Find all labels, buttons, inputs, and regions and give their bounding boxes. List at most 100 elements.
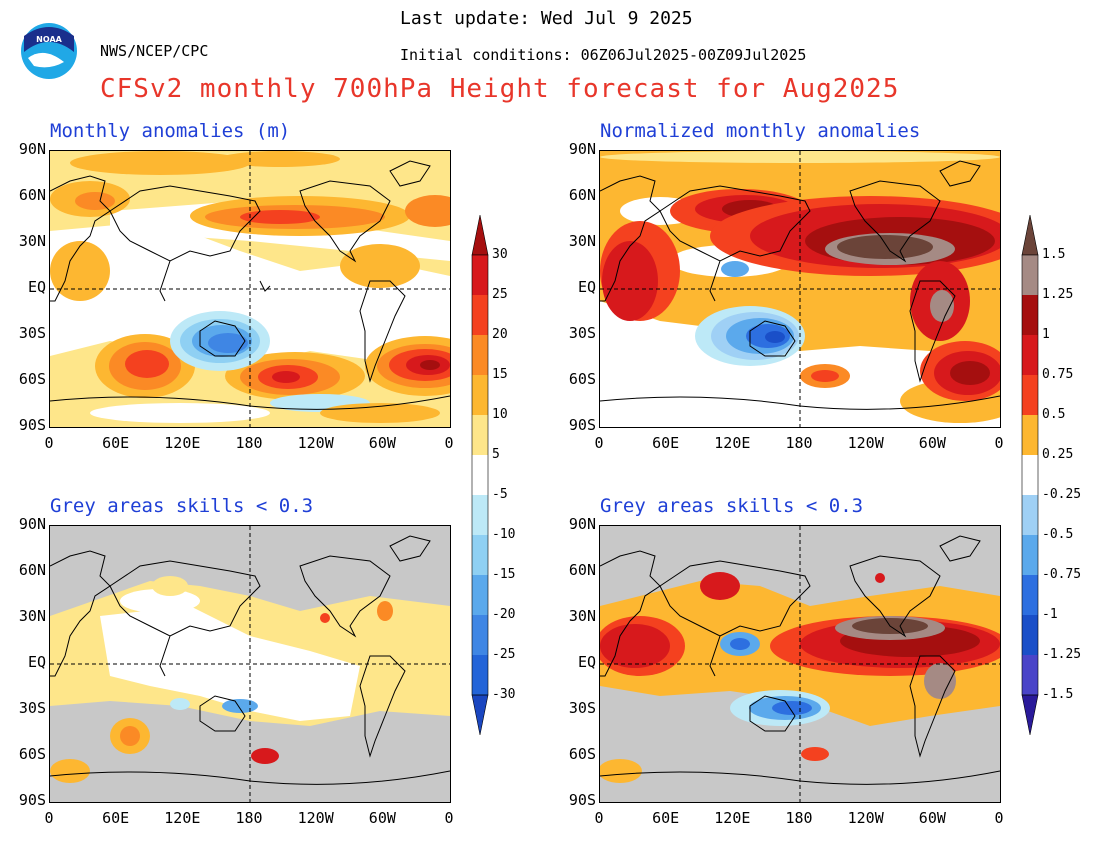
lat-label-br-3: EQ <box>577 653 596 671</box>
lon-label-tr-4: 120W <box>847 434 884 452</box>
colorbar-right-top-triangle <box>1021 214 1039 256</box>
lon-label-br-1: 60E <box>652 809 680 827</box>
lat-label-tr-3: EQ <box>577 278 596 296</box>
colorbar-right-tick-5: 0.25 <box>1042 447 1074 462</box>
lat-label-tr-1: 60N <box>568 186 596 204</box>
lat-label-tl-0: 90N <box>18 140 46 158</box>
lon-label-tl-6: 0 <box>444 434 454 452</box>
colorbar-left-segment-2 <box>472 295 488 336</box>
lon-label-tr-6: 0 <box>994 434 1004 452</box>
lon-label-bl-6: 0 <box>444 809 454 827</box>
noaa-logo-text: NOAA <box>36 35 62 44</box>
lon-label-bl-1: 60E <box>102 809 130 827</box>
colorbar-left-tick-4: 10 <box>492 407 508 422</box>
colorbar-left-segment-9 <box>472 575 488 616</box>
lon-label-tr-2: 120E <box>714 434 751 452</box>
colorbar-right-tick-11: -1.5 <box>1042 687 1074 702</box>
colorbar-left-segment-4 <box>472 375 488 416</box>
colorbar-right-tick-3: 0.75 <box>1042 367 1074 382</box>
colorbar-left-segment-11 <box>472 655 488 696</box>
colorbar-left-tick-1: 25 <box>492 287 508 302</box>
main-title: CFSv2 monthly 700hPa Height forecast for… <box>100 74 900 104</box>
colorbar-left-top-triangle <box>471 214 489 256</box>
colorbar-right-tick-4: 0.5 <box>1042 407 1066 422</box>
lat-label-tl-2: 30N <box>18 232 46 250</box>
lon-label-tl-0: 0 <box>44 434 54 452</box>
colorbar-right-tick-6: -0.25 <box>1042 487 1082 502</box>
colorbar-left-tick-3: 15 <box>492 367 508 382</box>
colorbar-right-tick-1: 1.25 <box>1042 287 1074 302</box>
lon-label-br-6: 0 <box>994 809 1004 827</box>
colorbar-left-segment-5 <box>472 415 488 456</box>
colorbar-right-segment-6 <box>1022 455 1038 496</box>
map-bottom-right <box>599 525 1001 803</box>
colorbar-right-segment-8 <box>1022 535 1038 576</box>
colorbar-left-segment-6 <box>472 455 488 496</box>
lat-label-tr-2: 30N <box>568 232 596 250</box>
noaa-logo: NOAA <box>20 22 78 80</box>
lon-label-bl-5: 60W <box>368 809 396 827</box>
lat-label-br-4: 30S <box>568 699 596 717</box>
lon-label-tr-5: 60W <box>918 434 946 452</box>
lat-label-br-0: 90N <box>568 515 596 533</box>
colorbar-right-tick-8: -0.75 <box>1042 567 1082 582</box>
colorbar-right-tick-7: -0.5 <box>1042 527 1074 542</box>
colorbar-right-tick-2: 1 <box>1042 327 1050 342</box>
colorbar-left-tick-0: 30 <box>492 247 508 262</box>
lat-label-tr-0: 90N <box>568 140 596 158</box>
lat-label-bl-3: EQ <box>27 653 46 671</box>
colorbar-left-bottom-triangle <box>471 694 489 736</box>
lat-label-br-5: 60S <box>568 745 596 763</box>
lon-label-tl-3: 180 <box>235 434 263 452</box>
lat-label-tr-6: 90S <box>568 416 596 434</box>
lat-label-bl-2: 30N <box>18 607 46 625</box>
lat-label-bl-6: 90S <box>18 791 46 809</box>
colorbar-left-tick-6: -5 <box>492 487 508 502</box>
lon-label-bl-4: 120W <box>297 809 334 827</box>
colorbar-left-tick-2: 20 <box>492 327 508 342</box>
lat-label-br-2: 30N <box>568 607 596 625</box>
map-top-right <box>599 150 1001 428</box>
colorbar-right-segment-2 <box>1022 295 1038 336</box>
lon-label-tr-1: 60E <box>652 434 680 452</box>
lon-label-tl-1: 60E <box>102 434 130 452</box>
lat-label-bl-1: 60N <box>18 561 46 579</box>
colorbar-right-segment-5 <box>1022 415 1038 456</box>
colorbar-left-tick-8: -15 <box>492 567 516 582</box>
lat-label-br-1: 60N <box>568 561 596 579</box>
colorbar-right-segment-10 <box>1022 615 1038 656</box>
lon-label-tl-2: 120E <box>164 434 201 452</box>
colorbar-right-tick-10: -1.25 <box>1042 647 1082 662</box>
lon-label-br-2: 120E <box>714 809 751 827</box>
colorbar-left-segment-7 <box>472 495 488 536</box>
lat-label-tr-5: 60S <box>568 370 596 388</box>
lon-label-br-0: 0 <box>594 809 604 827</box>
colorbar-right-segment-1 <box>1022 255 1038 296</box>
colorbar-right-segment-9 <box>1022 575 1038 616</box>
lon-label-tl-4: 120W <box>297 434 334 452</box>
colorbar-left-segment-8 <box>472 535 488 576</box>
lon-label-bl-2: 120E <box>164 809 201 827</box>
map-top-left <box>49 150 451 428</box>
colorbar-left-tick-9: -20 <box>492 607 516 622</box>
colorbar-left-tick-7: -10 <box>492 527 516 542</box>
lon-label-tr-3: 180 <box>785 434 813 452</box>
colorbar-left-segment-1 <box>472 255 488 296</box>
panel-title-bottom-right: Grey areas skills < 0.3 <box>600 495 864 517</box>
colorbar-right-segment-4 <box>1022 375 1038 416</box>
colorbar-right-segment-11 <box>1022 655 1038 696</box>
colorbar-right-bottom-triangle <box>1021 694 1039 736</box>
lat-label-tr-4: 30S <box>568 324 596 342</box>
lat-label-tl-1: 60N <box>18 186 46 204</box>
colorbar-left-tick-10: -25 <box>492 647 516 662</box>
colorbar-right-segment-7 <box>1022 495 1038 536</box>
lon-label-br-3: 180 <box>785 809 813 827</box>
lon-label-bl-3: 180 <box>235 809 263 827</box>
map-bottom-left <box>49 525 451 803</box>
colorbar-left-segment-3 <box>472 335 488 376</box>
panel-title-bottom-left: Grey areas skills < 0.3 <box>50 495 314 517</box>
lon-label-br-4: 120W <box>847 809 884 827</box>
lat-label-tl-6: 90S <box>18 416 46 434</box>
initial-conditions-text: Initial conditions: 06Z06Jul2025-00Z09Ju… <box>400 46 807 64</box>
colorbar-left-tick-5: 5 <box>492 447 500 462</box>
